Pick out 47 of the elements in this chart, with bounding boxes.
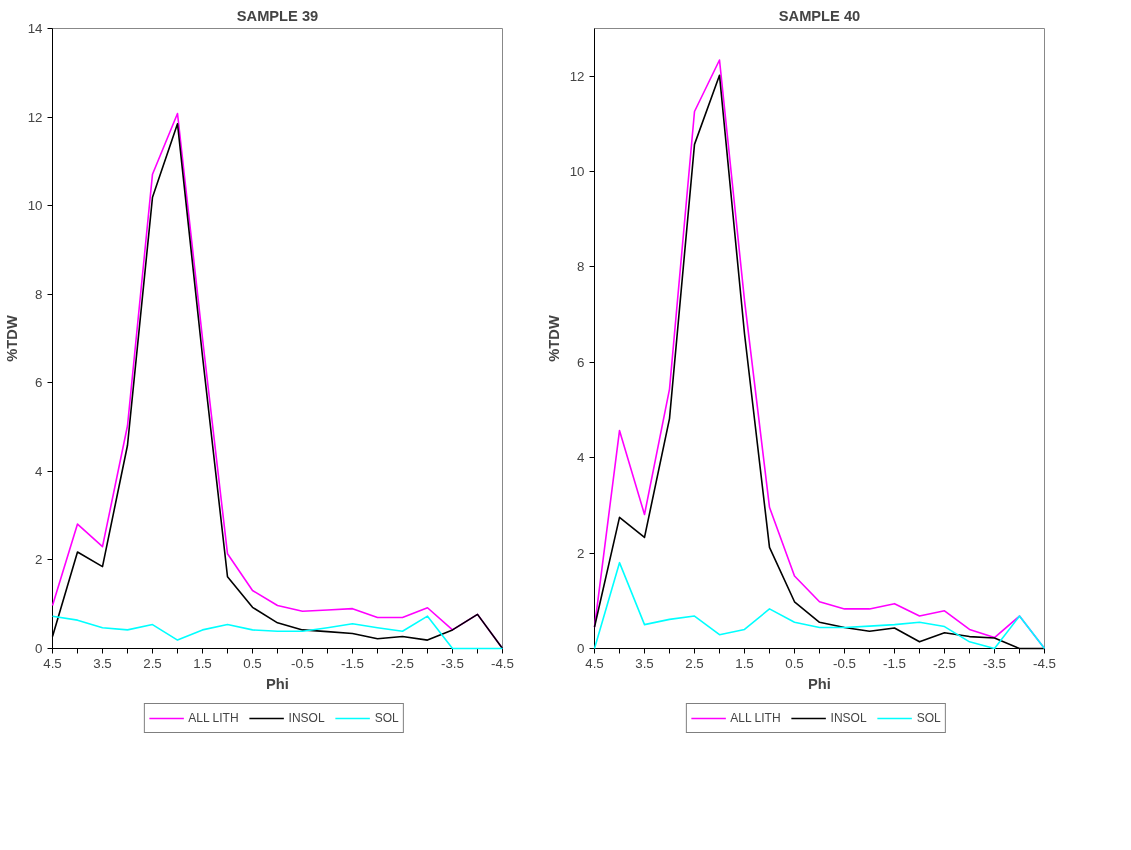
x-tick-label: -3.5 — [441, 655, 464, 671]
chart-title: SAMPLE 39 — [236, 7, 319, 24]
legend-label: SOL — [374, 711, 399, 725]
x-tick-label: 4.5 — [585, 655, 604, 671]
x-tick-label: -3.5 — [983, 655, 1006, 671]
x-tick-label: 2.5 — [685, 655, 704, 671]
x-tick-label: -1.5 — [883, 655, 906, 671]
y-tick-label: 2 — [577, 545, 585, 561]
x-tick-label: 2.5 — [143, 655, 162, 671]
legend-label: INSOL — [830, 711, 867, 725]
y-tick-label: 6 — [577, 354, 585, 370]
x-tick-label: -0.5 — [833, 655, 856, 671]
x-tick-label: -2.5 — [933, 655, 956, 671]
y-tick-label: 8 — [577, 259, 585, 275]
y-tick-label: 8 — [35, 286, 43, 302]
y-tick-label: 10 — [569, 164, 585, 180]
x-tick-label: 3.5 — [93, 655, 112, 671]
legend-label: ALL LITH — [730, 711, 781, 725]
y-tick-label: 12 — [27, 109, 43, 125]
x-tick-label: -1.5 — [341, 655, 364, 671]
y-axis-title: %TDW — [545, 315, 562, 362]
y-axis-title: %TDW — [3, 315, 20, 362]
y-tick-label: 2 — [35, 552, 43, 568]
x-tick-label: 1.5 — [193, 655, 212, 671]
y-tick-label: 0 — [577, 641, 585, 656]
y-tick-label: 14 — [27, 21, 44, 36]
x-axis-title: Phi — [808, 675, 831, 692]
x-tick-label: -0.5 — [291, 655, 314, 671]
x-tick-label: -4.5 — [1033, 655, 1056, 671]
y-tick-label: 12 — [569, 68, 585, 84]
x-tick-label: -2.5 — [391, 655, 414, 671]
legend-label: SOL — [916, 711, 941, 725]
x-tick-label: 0.5 — [243, 655, 262, 671]
y-tick-label: 0 — [35, 641, 43, 656]
y-tick-label: 4 — [577, 450, 586, 466]
x-tick-label: 4.5 — [43, 655, 62, 671]
y-tick-label: 4 — [35, 463, 44, 479]
y-tick-label: 10 — [27, 198, 43, 214]
x-axis-title: Phi — [266, 675, 289, 692]
legend-label: INSOL — [288, 711, 325, 725]
legend-label: ALL LITH — [188, 711, 239, 725]
y-tick-label: 6 — [35, 375, 43, 391]
x-tick-label: 3.5 — [635, 655, 654, 671]
x-tick-label: 1.5 — [735, 655, 754, 671]
chart-title: SAMPLE 40 — [778, 7, 861, 24]
x-tick-label: -4.5 — [491, 655, 514, 671]
x-tick-label: 0.5 — [785, 655, 804, 671]
